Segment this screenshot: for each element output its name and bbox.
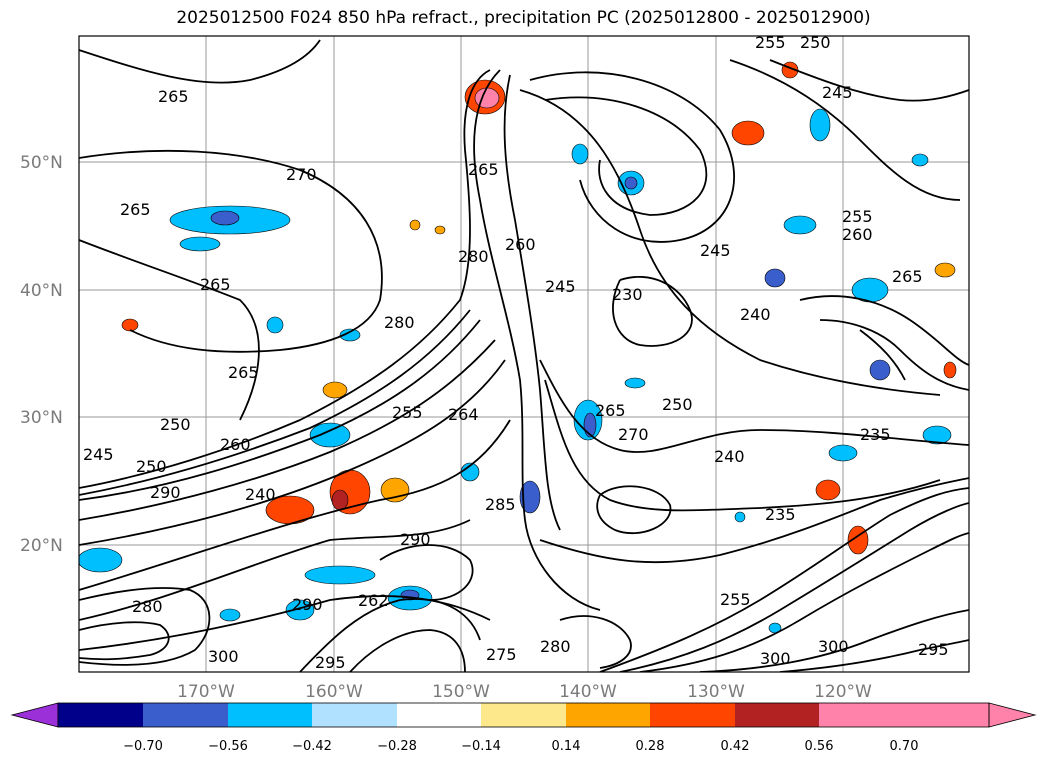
contour-label: 250: [136, 457, 167, 476]
contour-label: 270: [618, 425, 649, 444]
contour-label: 280: [132, 597, 163, 616]
contour-label: 300: [818, 637, 849, 656]
colorbar-tick-label: 0.28: [636, 739, 665, 754]
contour-label: 265: [120, 200, 151, 219]
contour-labels: 265 265 270 265 265 280 265 255 260 245 …: [83, 33, 949, 672]
colorbar-tick-label: 0.14: [552, 739, 581, 754]
contour-label: 255: [392, 403, 423, 422]
contour-label: 262: [358, 591, 389, 610]
contour-label: 245: [822, 83, 853, 102]
contour-label: 240: [714, 447, 745, 466]
latitude-labels: 50°N 40°N 30°N 20°N: [20, 153, 63, 556]
colorbar-tick-label: −0.28: [377, 739, 417, 754]
contour-label: 250: [662, 395, 693, 414]
colorbar-tick-label: −0.70: [123, 739, 163, 754]
map-frame: [78, 35, 970, 673]
colorbar-ticks: −0.70 −0.56 −0.42 −0.28 −0.14 0.14 0.28 …: [123, 739, 918, 754]
colorbar-tick-label: 0.42: [721, 739, 750, 754]
map-content: 265 265 270 265 265 280 265 255 260 245 …: [79, 33, 969, 672]
colorbar-segment: [481, 703, 566, 727]
contour-label: 260: [220, 435, 251, 454]
refractivity-contours: [79, 39, 969, 672]
chart-title: 2025012500 F024 850 hPa refract., precip…: [176, 8, 871, 28]
lon-label: 170°W: [177, 682, 235, 702]
contour-label: 265: [200, 275, 231, 294]
contour-label: 295: [315, 653, 346, 672]
contour-label: 240: [245, 485, 276, 504]
contour-label: 285: [485, 495, 516, 514]
contour-label: 255: [755, 33, 786, 52]
colorbar-segment: [143, 703, 228, 727]
contour-label: 260: [842, 225, 873, 244]
colorbar: −0.70 −0.56 −0.42 −0.28 −0.14 0.14 0.28 …: [10, 702, 1037, 754]
contour-label: 235: [860, 425, 891, 444]
contour-label: 240: [740, 305, 771, 324]
contour-label: 265: [595, 401, 626, 420]
contour-label: 255: [842, 207, 873, 226]
contour-label: 260: [505, 235, 536, 254]
lon-label: 120°W: [814, 682, 872, 702]
contour-label: 270: [286, 165, 317, 184]
colorbar-tick-label: 0.70: [890, 739, 919, 754]
lon-label: 130°W: [687, 682, 745, 702]
longitude-labels: 170°W 160°W 150°W 140°W 130°W 120°W: [177, 682, 872, 702]
contour-label: 275: [486, 645, 517, 664]
contour-label: 290: [400, 530, 431, 549]
colorbar-segment: [58, 703, 143, 727]
contour-label: 300: [760, 649, 791, 668]
colorbar-tick-label: −0.14: [461, 739, 501, 754]
colorbar-tick-label: −0.56: [208, 739, 248, 754]
colorbar-segment: [566, 703, 650, 727]
contour-label: 280: [458, 247, 489, 266]
colorbar-segment: [735, 703, 819, 727]
colorbar-segment: [819, 703, 904, 727]
colorbar-extend-min: [10, 702, 59, 728]
contour-label: 265: [468, 160, 499, 179]
contour-label: 300: [208, 647, 239, 666]
colorbar-tick-label: −0.42: [292, 739, 332, 754]
contour-label: 245: [545, 277, 576, 296]
contour-label: 265: [158, 87, 189, 106]
colorbar-tick-label: 0.56: [805, 739, 834, 754]
precip-patches: [79, 61, 957, 634]
colorbar-segment: [397, 703, 481, 727]
lat-label: 40°N: [20, 281, 63, 301]
colorbar-segments: [58, 703, 989, 727]
contour-label: 280: [540, 637, 571, 656]
colorbar-extend-max: [988, 702, 1037, 728]
lon-label: 160°W: [305, 682, 363, 702]
contour-label: 245: [700, 241, 731, 260]
colorbar-segment: [904, 703, 989, 727]
colorbar-segment: [650, 703, 735, 727]
contour-label: 245: [83, 445, 114, 464]
lon-label: 140°W: [559, 682, 617, 702]
lat-label: 30°N: [20, 408, 63, 428]
map-panel: [79, 36, 969, 672]
contour-label: 255: [720, 590, 751, 609]
gridlines: [79, 36, 969, 672]
contour-label: 265: [228, 363, 259, 382]
lon-label: 150°W: [432, 682, 490, 702]
contour-label: 290: [292, 595, 323, 614]
contour-label: 265: [892, 267, 923, 286]
contour-label: 250: [800, 33, 831, 52]
contour-label: 230: [612, 285, 643, 304]
contour-label: 280: [384, 313, 415, 332]
lat-label: 50°N: [20, 153, 63, 173]
contour-label: 290: [150, 483, 181, 502]
lat-label: 20°N: [20, 536, 63, 556]
colorbar-segment: [312, 703, 397, 727]
contour-label: 235: [765, 505, 796, 524]
colorbar-segment: [228, 703, 312, 727]
contour-label: 250: [160, 415, 191, 434]
contour-label: 295: [918, 640, 949, 659]
contour-label: 264: [448, 405, 479, 424]
